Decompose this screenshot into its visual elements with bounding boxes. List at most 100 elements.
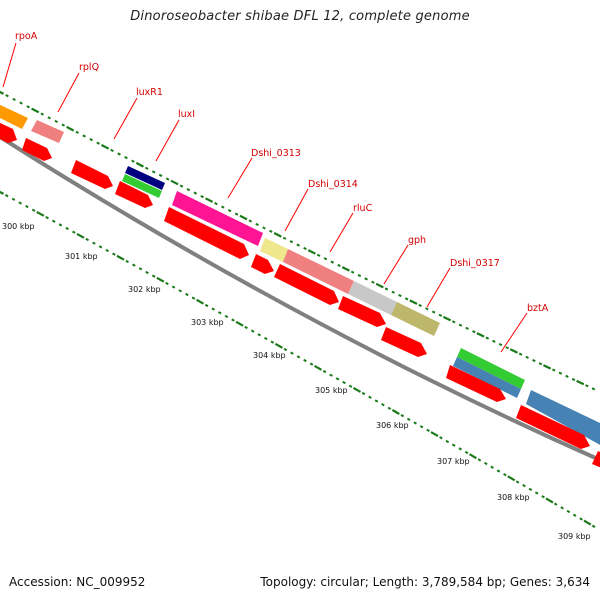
gene-label-rpoA[interactable]: rpoA <box>15 31 38 42</box>
minor-tick-inner <box>151 274 156 278</box>
cds-arrow[interactable] <box>115 181 153 208</box>
minor-tick-inner <box>329 373 333 377</box>
minor-tick-outer <box>518 352 523 356</box>
label-leader <box>383 244 409 285</box>
gene-bar-Dshi_0313[interactable] <box>172 191 263 246</box>
tick-label-301kbp: 301 kbp <box>65 252 98 261</box>
major-tick-outer <box>307 249 316 255</box>
minor-tick-outer <box>303 246 307 251</box>
minor-tick-inner <box>125 259 129 264</box>
gene-bar-next[interactable] <box>526 390 600 446</box>
minor-tick-outer <box>532 358 536 363</box>
cds-arrow[interactable] <box>338 296 386 327</box>
minor-tick-inner <box>348 384 353 388</box>
minor-tick-outer <box>330 260 335 264</box>
minor-tick-outer <box>269 229 273 233</box>
tick-label-307kbp: 307 kbp <box>437 457 470 466</box>
gene-label-gph[interactable]: gph <box>408 235 426 246</box>
gene-label-rplQ[interactable]: rplQ <box>79 62 99 73</box>
cds-arrow[interactable] <box>22 138 52 161</box>
minor-tick-outer <box>248 219 253 223</box>
minor-tick-outer <box>438 313 443 317</box>
gene-bar-bztA-green[interactable] <box>457 348 525 389</box>
minor-tick-inner <box>296 355 301 359</box>
major-tick-outer <box>543 364 552 370</box>
gene-label-bztA[interactable]: bztA <box>527 303 549 314</box>
gene-bar-Dshi_0317[interactable] <box>391 302 440 336</box>
major-tick-inner <box>314 364 323 371</box>
major-tick-inner <box>468 453 477 460</box>
minor-tick-outer <box>262 226 266 230</box>
minor-tick-outer <box>40 112 44 116</box>
minor-tick-inner <box>534 491 539 495</box>
tick-label-303kbp: 303 kbp <box>191 318 224 327</box>
gene-label-Dshi_0317[interactable]: Dshi_0317 <box>450 258 500 269</box>
minor-tick-outer <box>289 240 294 244</box>
minor-tick-outer <box>165 177 170 181</box>
minor-tick-outer <box>221 205 225 209</box>
minor-tick-outer <box>158 173 163 177</box>
gene-labels: rpoA rplQ luxR1 luxI Dshi_0313 Dshi_0314… <box>2 31 549 353</box>
gene-bar-rluC[interactable] <box>283 249 354 294</box>
label-leader <box>57 72 80 113</box>
minor-tick-inner <box>11 197 16 201</box>
minor-tick-inner <box>342 380 346 385</box>
minor-tick-outer <box>404 297 409 301</box>
major-tick-outer <box>100 144 110 150</box>
cds-arrow[interactable] <box>164 207 249 259</box>
label-leader <box>113 97 138 140</box>
minor-tick-outer <box>316 253 321 257</box>
minor-tick-outer <box>551 368 556 372</box>
minor-tick-outer <box>485 336 490 340</box>
minor-tick-inner <box>112 252 116 256</box>
minor-tick-inner <box>138 267 143 271</box>
cds-arrow[interactable] <box>71 160 113 189</box>
minor-tick-inner <box>98 245 103 249</box>
minor-tick-inner <box>270 340 275 344</box>
major-tick-inner <box>352 386 362 393</box>
cds-arrows <box>0 122 600 468</box>
gene-bar-luxI[interactable] <box>125 166 165 190</box>
tick-label-309kbp: 309 kbp <box>558 532 591 541</box>
tick-marks-outer <box>0 90 596 391</box>
minor-tick-outer <box>117 152 121 156</box>
minor-tick-inner <box>211 307 215 311</box>
cds-arrow[interactable] <box>274 264 339 305</box>
gene-bar-bztA[interactable] <box>453 357 521 398</box>
gene-label-rluC[interactable]: rluC <box>353 203 373 214</box>
minor-tick-outer <box>505 346 510 350</box>
minor-tick-outer <box>398 293 402 298</box>
minor-tick-inner <box>419 425 424 429</box>
minor-tick-outer <box>371 280 375 284</box>
cds-arrow[interactable] <box>516 405 590 449</box>
cds-arrow[interactable] <box>0 122 17 143</box>
cds-arrow[interactable] <box>446 365 506 402</box>
minor-tick-inner <box>72 230 76 234</box>
label-leader <box>500 312 528 353</box>
minor-tick-inner <box>335 377 340 381</box>
minor-tick-outer <box>451 320 456 324</box>
major-tick-inner <box>0 190 5 195</box>
major-tick-outer <box>66 125 75 132</box>
minor-tick-outer <box>282 236 287 240</box>
major-tick-outer <box>341 266 350 272</box>
minor-tick-outer <box>179 184 184 188</box>
gene-label-Dshi_0314[interactable]: Dshi_0314 <box>308 179 358 190</box>
gene-label-luxR1[interactable]: luxR1 <box>136 87 163 98</box>
minor-tick-outer <box>571 377 576 382</box>
cds-arrow[interactable] <box>251 254 274 274</box>
gene-bar-rpoA[interactable] <box>0 104 28 129</box>
gene-bar-luxI-green[interactable] <box>122 174 162 198</box>
cds-arrow[interactable] <box>381 327 427 357</box>
minor-tick-outer <box>61 123 65 127</box>
minor-tick-outer <box>186 188 191 192</box>
major-tick-inner <box>274 342 283 349</box>
gene-label-luxI[interactable]: luxI <box>178 109 195 120</box>
minor-tick-outer <box>200 195 204 199</box>
cds-arrow[interactable] <box>592 451 600 468</box>
gene-bar-gph[interactable] <box>348 281 397 315</box>
gene-bar-rplQ[interactable] <box>31 120 64 143</box>
minor-tick-outer <box>585 384 589 388</box>
gene-bar-Dshi_0314[interactable] <box>260 238 288 262</box>
gene-label-Dshi_0313[interactable]: Dshi_0313 <box>251 148 301 159</box>
